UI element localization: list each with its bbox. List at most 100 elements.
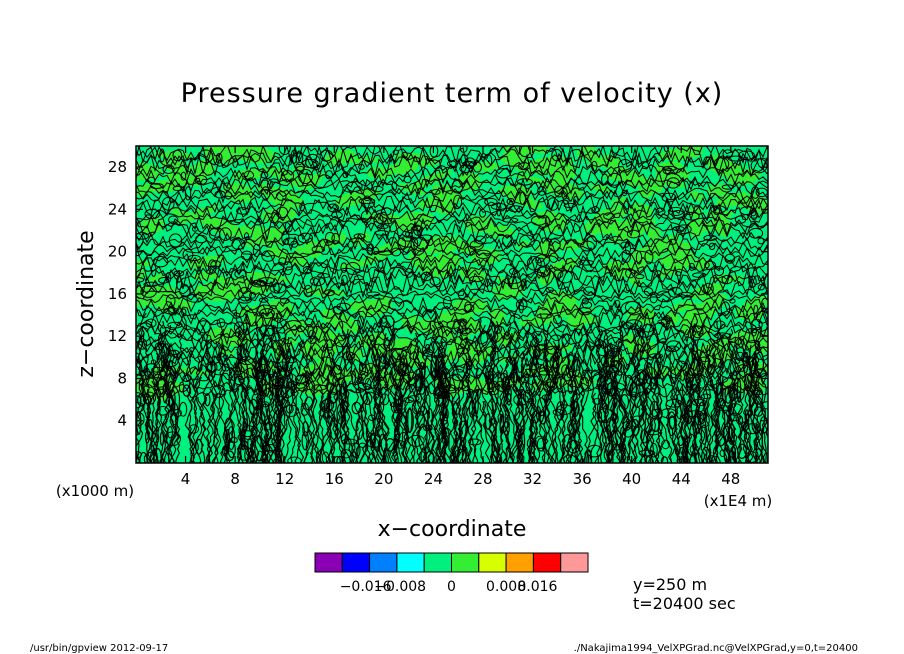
contour-region [502,146,534,159]
contour-line [543,352,554,463]
contour-line [136,368,768,390]
contour-loop [251,279,266,288]
contour-loop [276,206,289,219]
contour-loop [716,381,724,403]
contour-line [391,360,411,463]
contour-loop [484,413,491,430]
contour-loop [214,190,226,199]
contour-line [690,324,706,463]
contour-loop [149,449,158,463]
x-tick-label: 20 [374,470,393,488]
y-axis-label: z−coordinate [74,230,99,377]
contour-loop [136,277,145,283]
contour-line [136,300,768,319]
colorbar-label: 0.016 [517,579,557,595]
contour-loop [555,400,565,421]
contour-loop [240,426,246,451]
contour-loop [724,253,736,264]
contour-loop [475,249,492,259]
contour-loop [561,333,570,348]
contour-loop [720,301,731,317]
contour-loop [508,205,524,213]
contour-loop [506,393,512,406]
contour-loop [738,150,755,161]
contour-loop [518,146,531,158]
contour-line [259,344,280,463]
contour-loop [536,313,552,319]
contour-loop [750,209,758,221]
contour-loop [418,423,428,451]
contour-loop [442,295,452,310]
contour-line [136,323,768,346]
y-tick-label: 28 [108,158,127,176]
contour-line [506,384,521,463]
contour-line [609,392,625,463]
contour-loop [145,318,157,328]
contour-loop [623,200,630,214]
contour-loop [739,206,755,216]
contour-loop [606,416,616,437]
contour-line [192,340,211,463]
contour-loop [519,234,535,248]
contour-loop [362,392,373,406]
contour-loop [407,407,413,434]
contour-line [477,400,487,463]
contour-loop [538,411,547,425]
contour-loop [182,384,191,397]
contour-loop [255,280,268,286]
contour-loop [688,262,695,271]
contour-loop [753,406,764,417]
contour-line [481,400,491,463]
colorbar-swatch [505,552,534,573]
x-tick-label: 16 [325,470,344,488]
contour-loop [147,176,156,185]
contour-loop [368,414,376,421]
contour-loop [483,153,493,168]
contour-loop [757,237,765,245]
contour-loop [367,453,377,463]
contour-line [646,325,673,463]
contour-loop [471,391,479,417]
contour-loop [462,375,470,388]
contour-line [136,234,768,252]
contour-loop [165,294,176,308]
contour-loop [237,296,252,304]
contour-loop [371,185,384,193]
contour-loop [290,149,298,164]
contour-line [136,185,768,201]
contour-region [393,211,435,232]
contour-loop [607,172,622,186]
contour-line [736,328,750,463]
contour-loop [704,260,717,271]
contour-loop [519,191,527,205]
contour-loop [369,432,376,449]
contour-loop [191,226,199,232]
y-unit-label: (x1000 m) [56,482,134,500]
contour-line [649,316,669,463]
contour-line [467,324,486,463]
contour-line [364,392,380,463]
footer-right: ./Nakajima1994_VelXPGrad.nc@VelXPGrad,y=… [574,643,858,654]
colorbar-swatch [341,552,371,573]
x-tick-label: 36 [573,470,592,488]
contour-loop [495,167,511,179]
contour-loop [413,237,429,252]
contour-loop [573,328,583,344]
colorbar-label: 0 [447,579,456,595]
contour-loop [393,398,400,414]
contour-line [151,380,161,463]
contour-loop [144,208,161,220]
contour-loop [649,443,658,458]
contour-loop [311,245,326,254]
contour-loop [340,449,352,459]
contour-line [136,214,768,231]
contour-loop [554,185,564,198]
contour-loop [651,417,660,433]
contour-line [370,328,381,463]
contour-line [361,376,375,463]
contour-loop [736,378,742,404]
contour-loop [360,210,372,224]
contour-loop [414,368,423,392]
contour-loop [420,271,433,282]
contour-line [136,384,768,399]
